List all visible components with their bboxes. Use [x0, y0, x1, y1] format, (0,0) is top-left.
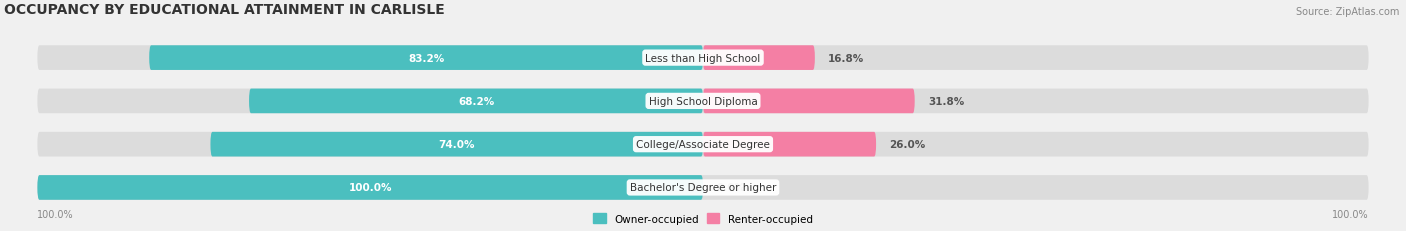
Text: Bachelor's Degree or higher: Bachelor's Degree or higher — [630, 183, 776, 193]
Text: High School Diploma: High School Diploma — [648, 97, 758, 106]
FancyBboxPatch shape — [38, 132, 1368, 157]
Text: Source: ZipAtlas.com: Source: ZipAtlas.com — [1295, 7, 1399, 17]
FancyBboxPatch shape — [249, 89, 703, 114]
FancyBboxPatch shape — [703, 46, 815, 71]
Legend: Owner-occupied, Renter-occupied: Owner-occupied, Renter-occupied — [589, 209, 817, 228]
Text: 74.0%: 74.0% — [439, 140, 475, 149]
Text: 0.0%: 0.0% — [716, 183, 745, 193]
FancyBboxPatch shape — [38, 89, 1368, 114]
Text: 83.2%: 83.2% — [408, 53, 444, 63]
Text: College/Associate Degree: College/Associate Degree — [636, 140, 770, 149]
Text: 26.0%: 26.0% — [890, 140, 925, 149]
FancyBboxPatch shape — [38, 46, 1368, 71]
Text: Less than High School: Less than High School — [645, 53, 761, 63]
Text: 100.0%: 100.0% — [1331, 209, 1368, 219]
FancyBboxPatch shape — [703, 132, 876, 157]
FancyBboxPatch shape — [38, 175, 703, 200]
Text: 100.0%: 100.0% — [349, 183, 392, 193]
Text: 100.0%: 100.0% — [38, 209, 75, 219]
FancyBboxPatch shape — [149, 46, 703, 71]
FancyBboxPatch shape — [211, 132, 703, 157]
Text: OCCUPANCY BY EDUCATIONAL ATTAINMENT IN CARLISLE: OCCUPANCY BY EDUCATIONAL ATTAINMENT IN C… — [4, 3, 444, 17]
Text: 31.8%: 31.8% — [928, 97, 965, 106]
Text: 68.2%: 68.2% — [458, 97, 494, 106]
FancyBboxPatch shape — [38, 175, 1368, 200]
Text: 16.8%: 16.8% — [828, 53, 865, 63]
FancyBboxPatch shape — [703, 89, 915, 114]
